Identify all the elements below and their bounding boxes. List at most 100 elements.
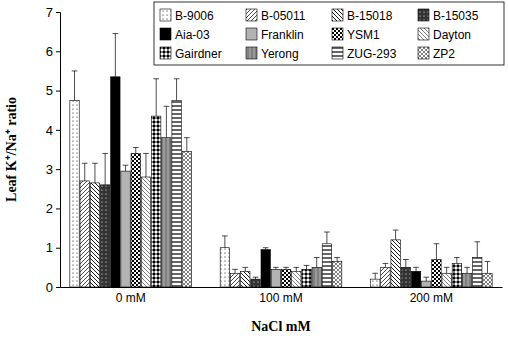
y-tick-label: 4	[46, 123, 53, 138]
legend-swatch	[418, 47, 429, 59]
bar	[172, 100, 181, 287]
error-bar	[324, 232, 330, 244]
x-tick: 100 mM	[259, 287, 302, 305]
error-bar	[454, 258, 460, 264]
error-bar	[174, 79, 180, 101]
bar	[70, 100, 79, 287]
error-bar	[72, 71, 78, 100]
bar	[432, 260, 441, 288]
bar	[371, 279, 380, 287]
legend-label: B-9006	[175, 9, 214, 23]
y-tick-label: 5	[46, 83, 53, 98]
y-axis: 01234567	[46, 5, 61, 295]
error-bar	[133, 148, 139, 154]
bar	[90, 183, 99, 287]
y-tick-label: 7	[46, 5, 53, 20]
error-bar	[92, 163, 98, 183]
legend-swatch	[160, 47, 171, 59]
error-bar	[423, 277, 429, 281]
y-axis-title: Leaf K⁺/Na⁺ ratio	[4, 97, 19, 202]
error-bar	[464, 267, 470, 273]
bar	[391, 240, 400, 287]
error-bar	[273, 267, 279, 269]
bar	[241, 271, 250, 287]
x-axis-title: NaCl mM	[251, 319, 311, 334]
error-bar	[263, 248, 269, 250]
bar	[111, 77, 120, 287]
bar	[411, 271, 420, 287]
error-bar	[283, 267, 289, 269]
error-bar	[253, 277, 259, 279]
error-bar	[153, 79, 159, 116]
x-axis: 0 mM 100 mM 200 mM	[61, 287, 503, 305]
x-tick-label: 200 mM	[410, 291, 453, 305]
error-bar	[293, 267, 299, 271]
bar	[473, 258, 482, 287]
legend-swatch	[246, 47, 257, 59]
legend-label: Dayton	[433, 28, 471, 42]
y-tick-mark	[56, 130, 60, 131]
bar	[182, 151, 191, 287]
y-tick: 5	[46, 83, 60, 98]
plot: 012345670 mM100 mM200 mM	[46, 5, 503, 305]
legend-label: Yerong	[261, 47, 299, 61]
x-tick: 200 mM	[410, 287, 453, 305]
bar	[312, 267, 321, 287]
error-bar	[143, 153, 149, 177]
bar	[220, 248, 229, 287]
bars	[70, 34, 492, 287]
bar	[462, 273, 471, 287]
x-tick: 0 mM	[116, 287, 146, 305]
y-tick-mark	[56, 287, 60, 288]
error-bar	[444, 267, 450, 273]
y-tick-label: 2	[46, 201, 53, 216]
y-tick-label: 1	[46, 240, 53, 255]
y-tick-mark	[56, 208, 60, 209]
bar	[401, 267, 410, 287]
error-bar	[113, 34, 119, 77]
bar	[131, 153, 140, 287]
bar	[141, 177, 150, 287]
error-bar	[372, 273, 378, 279]
y-axis-line	[56, 13, 61, 288]
bar	[292, 271, 301, 287]
y-tick-mark	[56, 91, 60, 92]
y-tick: 7	[46, 5, 60, 20]
error-bar	[123, 165, 129, 171]
legend-label: ZUG-293	[347, 47, 397, 61]
bar	[281, 269, 290, 287]
bar	[452, 263, 461, 287]
error-bar	[242, 267, 248, 271]
bar	[322, 244, 331, 287]
bar	[442, 273, 451, 287]
error-bar	[222, 236, 228, 248]
legend-label: Aia-03	[175, 28, 210, 42]
bar	[381, 267, 390, 287]
y-tick: 2	[46, 201, 60, 216]
error-bar	[102, 153, 108, 184]
error-bar	[413, 267, 419, 271]
bar	[121, 171, 130, 287]
error-bar	[403, 260, 409, 268]
legend-label: B-05011	[261, 9, 306, 23]
legend-swatch	[160, 28, 171, 40]
y-tick: 6	[46, 44, 60, 59]
legend-label: YSM1	[347, 28, 380, 42]
bar	[80, 181, 89, 287]
y-tick: 4	[46, 123, 60, 138]
x-axis-line	[61, 287, 503, 288]
bar	[151, 116, 160, 287]
y-tick-mark	[56, 248, 60, 249]
legend-swatch	[332, 28, 343, 40]
legend-swatch	[332, 9, 343, 21]
error-bar	[434, 244, 440, 260]
legend-label: B-15035	[433, 9, 479, 23]
legend-frame	[154, 2, 504, 65]
bar	[251, 279, 260, 287]
error-bar	[314, 258, 320, 268]
y-tick: 1	[46, 240, 60, 255]
error-bar	[334, 258, 340, 262]
bar	[261, 250, 270, 287]
y-tick-label: 0	[46, 280, 53, 295]
bar	[302, 269, 311, 287]
